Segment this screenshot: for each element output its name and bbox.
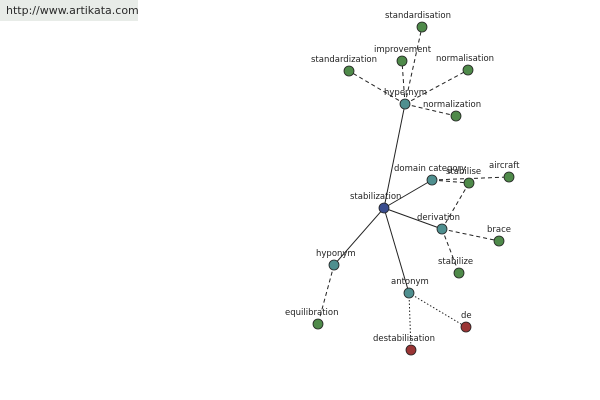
- node-marker-relation[interactable]: [399, 98, 411, 110]
- edge-hypernym-to-normalization: [404, 103, 457, 117]
- node-marker-relation[interactable]: [436, 223, 448, 235]
- node-normalisation[interactable]: normalisation: [436, 54, 494, 76]
- node-marker-word[interactable]: [396, 55, 408, 67]
- node-marker-opposite[interactable]: [405, 344, 417, 356]
- node-improvement[interactable]: improvement: [374, 45, 432, 67]
- edge-stabilization-to-antonym: [383, 207, 410, 294]
- node-marker-word[interactable]: [453, 267, 465, 279]
- edge-hypernym-to-normalisation: [404, 69, 469, 105]
- node-label: de: [461, 311, 472, 321]
- node-label: brace: [487, 225, 511, 235]
- edge-hypernym-to-standardisation: [404, 26, 423, 105]
- graph-edges: [317, 26, 510, 351]
- edge-hyponym-to-equilibration: [317, 264, 335, 325]
- node-brace[interactable]: brace: [487, 225, 511, 247]
- edge-hypernym-to-improvement: [401, 60, 406, 105]
- edge-antonym-to-destabilisation: [408, 292, 412, 351]
- node-normalization[interactable]: normalization: [423, 100, 481, 122]
- node-equilibration[interactable]: equilibration: [285, 308, 338, 330]
- edge-hypernym-to-standardization: [348, 70, 406, 105]
- node-label: improvement: [374, 45, 432, 55]
- node-aircraft[interactable]: aircraft: [489, 161, 520, 183]
- node-standardisation[interactable]: standardisation: [385, 11, 451, 33]
- source-link[interactable]: http://www.artikata.com: [0, 0, 139, 21]
- node-de[interactable]: de: [460, 311, 472, 333]
- edge-derivation-to-stabilise: [441, 182, 470, 230]
- edge-stabilization-to-domain-category: [383, 179, 433, 209]
- node-stabilization[interactable]: stabilization: [350, 192, 401, 214]
- node-derivation[interactable]: derivation: [417, 213, 460, 235]
- edge-stabilization-to-derivation: [383, 207, 443, 230]
- node-domain-category[interactable]: domain category: [394, 164, 466, 186]
- node-marker-word[interactable]: [493, 235, 505, 247]
- node-marker-word[interactable]: [450, 110, 462, 122]
- node-label: domain category: [394, 164, 466, 174]
- node-label: equilibration: [285, 308, 338, 318]
- node-antonym[interactable]: antonym: [391, 277, 429, 299]
- node-marker-relation[interactable]: [328, 259, 340, 271]
- node-label: destabilisation: [373, 334, 435, 344]
- node-label: standardisation: [385, 11, 451, 21]
- node-label: stabilize: [438, 257, 473, 267]
- node-marker-word[interactable]: [503, 171, 515, 183]
- node-stabilize[interactable]: stabilize: [438, 257, 473, 279]
- node-marker-word[interactable]: [462, 64, 474, 76]
- node-label: hypernym: [384, 88, 427, 98]
- edge-stabilization-to-hypernym: [383, 103, 406, 209]
- node-label: antonym: [391, 277, 429, 287]
- node-label: normalization: [423, 100, 481, 110]
- node-marker-opposite[interactable]: [460, 321, 472, 333]
- edge-derivation-to-stabilize: [441, 228, 460, 274]
- node-label: standardization: [311, 55, 377, 65]
- node-label: aircraft: [489, 161, 520, 171]
- node-hyponym[interactable]: hyponym: [316, 249, 356, 271]
- node-marker-word[interactable]: [463, 177, 475, 189]
- edge-stabilization-to-hyponym: [333, 207, 385, 266]
- edge-domain-category-to-stabilise: [431, 179, 470, 184]
- graph-nodes: stabilization hypernym domain category deri…: [285, 11, 520, 356]
- node-label: hyponym: [316, 249, 356, 259]
- node-standardization[interactable]: standardization: [311, 55, 377, 77]
- node-label: stabilise: [446, 167, 481, 177]
- edge-derivation-to-brace: [441, 228, 500, 242]
- node-label: normalisation: [436, 54, 494, 64]
- node-destabilisation[interactable]: destabilisation: [373, 334, 435, 356]
- node-marker-word[interactable]: [343, 65, 355, 77]
- node-label: stabilization: [350, 192, 401, 202]
- node-label: derivation: [417, 213, 460, 223]
- node-stabilise[interactable]: stabilise: [446, 167, 481, 189]
- edge-antonym-to-de: [408, 292, 467, 328]
- node-marker-word[interactable]: [416, 21, 428, 33]
- node-hypernym[interactable]: hypernym: [384, 88, 427, 110]
- node-marker-relation[interactable]: [426, 174, 438, 186]
- node-marker-center[interactable]: [378, 202, 390, 214]
- node-marker-relation[interactable]: [403, 287, 415, 299]
- node-marker-word[interactable]: [312, 318, 324, 330]
